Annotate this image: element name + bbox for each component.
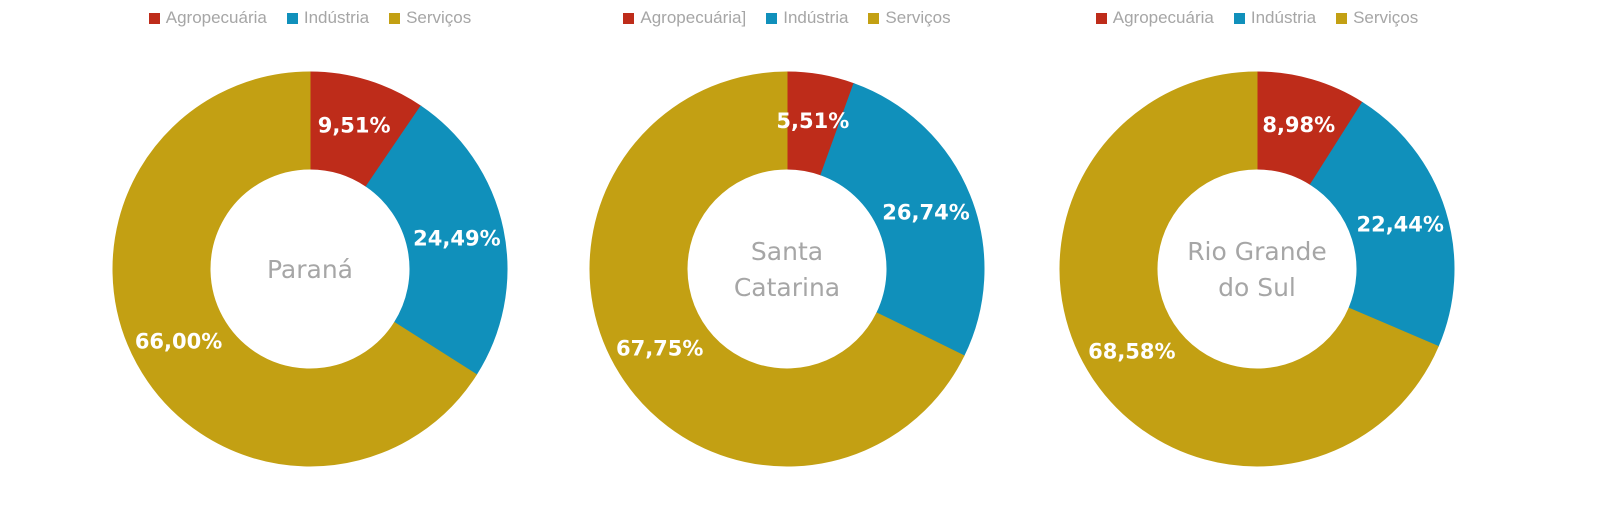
legend-label: Indústria xyxy=(303,8,370,27)
legend-swatch xyxy=(1095,12,1107,24)
legend-swatch xyxy=(286,12,298,24)
legend-swatch xyxy=(1233,12,1245,24)
data-label: 66,00% xyxy=(135,329,222,353)
slice-industria xyxy=(1309,101,1455,347)
legend-item-industria: Indústria xyxy=(286,8,370,28)
slice-servicos xyxy=(589,71,965,467)
legend-item-servicos: Serviços xyxy=(389,8,471,28)
legend-label: Agropecuária] xyxy=(640,8,747,27)
legend-swatch xyxy=(389,12,401,24)
legend-label: Serviços xyxy=(406,8,472,27)
legend-label: Indústria xyxy=(1250,8,1317,27)
legend-label: Indústria xyxy=(783,8,849,27)
data-label: 22,44% xyxy=(1356,212,1443,236)
donut-chart: 9,51% 24,49% 66,00% Paraná xyxy=(112,71,508,467)
chart-panel-santa-catarina: Agropecuária] Indústria Serviços 5,51% 26… xyxy=(552,0,1022,516)
slice-industria xyxy=(820,83,985,357)
legend-swatch xyxy=(148,12,160,24)
donut-chart: 8,98% 22,44% 68,58% Rio Grande do Sul xyxy=(1059,71,1455,467)
chart-center-title: Paraná xyxy=(267,255,353,284)
legend-item-servicos: Serviços xyxy=(868,8,951,28)
data-label: 8,98% xyxy=(1262,113,1335,137)
slice-servicos xyxy=(1059,71,1439,467)
legend-swatch xyxy=(623,12,635,24)
legend-item-agropecuaria: Agropecuária] xyxy=(623,8,746,28)
chart-panel-parana: Agropecuária Indústria Serviços 9,51% 24,… xyxy=(75,0,545,516)
chart-panel-rio-grande-do-sul: Agropecuária Indústria Serviços 8,98% 22,… xyxy=(1022,0,1492,516)
legend-swatch xyxy=(868,12,880,24)
data-label: 26,74% xyxy=(882,201,969,225)
legend-swatch xyxy=(1336,12,1348,24)
legend-label: Serviços xyxy=(1353,8,1419,27)
slice-servicos xyxy=(112,71,478,467)
legend: Agropecuária Indústria Serviços xyxy=(1022,8,1492,28)
chart-center-title: Santa xyxy=(751,237,823,266)
legend-label: Agropecuária xyxy=(1112,8,1214,27)
legend-swatch xyxy=(766,12,778,24)
legend-item-industria: Indústria xyxy=(1233,8,1317,28)
data-label: 9,51% xyxy=(318,114,391,138)
legend-item-servicos: Serviços xyxy=(1336,8,1418,28)
legend: Agropecuária Indústria Serviços xyxy=(75,8,545,28)
data-label: 68,58% xyxy=(1088,340,1175,364)
legend-label: Agropecuária xyxy=(165,8,267,27)
legend-label: Serviços xyxy=(885,8,951,27)
data-label: 24,49% xyxy=(413,227,500,251)
slice-industria xyxy=(365,105,508,376)
donut-chart: 5,51% 26,74% 67,75% Santa Catarina xyxy=(589,71,985,467)
legend-item-industria: Indústria xyxy=(766,8,848,28)
chart-center-title: Catarina xyxy=(734,273,840,302)
legend-item-agropecuaria: Agropecuária xyxy=(148,8,267,28)
chart-center-title: Rio Grande xyxy=(1187,237,1327,266)
data-label: 5,51% xyxy=(776,109,849,133)
chart-center-title: do Sul xyxy=(1218,273,1296,302)
data-label: 67,75% xyxy=(616,336,703,360)
legend: Agropecuária] Indústria Serviços xyxy=(552,8,1022,28)
legend-item-agropecuaria: Agropecuária xyxy=(1095,8,1214,28)
